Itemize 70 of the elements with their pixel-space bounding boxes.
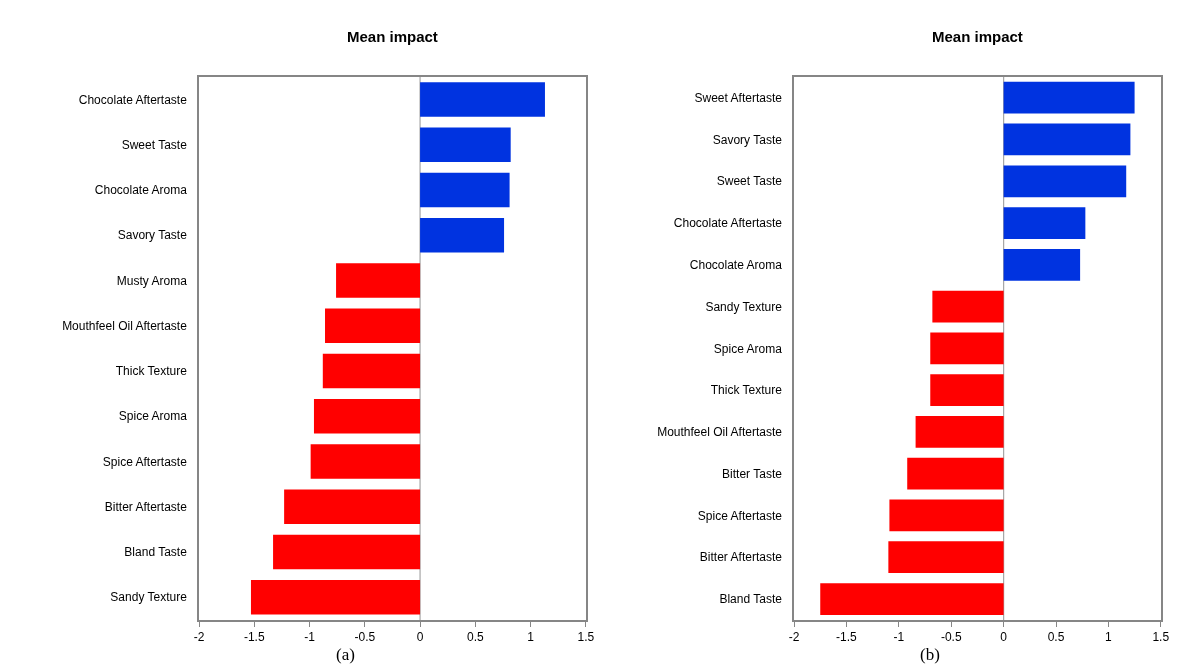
y-tick-label: Bitter Aftertaste: [699, 550, 783, 565]
bar: [420, 82, 545, 117]
bar: [420, 218, 505, 253]
x-tick-label: -1.5: [243, 630, 265, 645]
y-tick-label: Bitter Taste: [722, 466, 783, 481]
bar: [250, 580, 421, 615]
bar: [888, 541, 1004, 574]
y-tick-label: Sweet Taste: [121, 137, 188, 152]
y-tick-label: Spice Aroma: [118, 409, 188, 424]
y-tick-label: Thick Texture: [710, 383, 783, 398]
bar: [322, 353, 421, 389]
bar: [889, 499, 1004, 532]
y-tick-label: Spice Aftertaste: [697, 508, 783, 523]
bar: [325, 308, 421, 343]
bar: [284, 489, 421, 524]
bar: [930, 374, 1004, 407]
y-tick-label: Chocolate Aroma: [94, 183, 188, 198]
x-tick-label: 1: [1105, 630, 1113, 645]
y-tick-label: Chocolate Aftertaste: [78, 92, 188, 107]
y-tick-label: Sweet Aftertaste: [694, 90, 783, 105]
text: (b): [920, 645, 940, 664]
x-tick-label: -0.5: [354, 630, 376, 645]
bar: [932, 290, 1004, 323]
bar: [420, 172, 510, 208]
bar: [820, 583, 1004, 615]
bar: [273, 534, 421, 570]
x-tick-label: 0.5: [466, 630, 484, 645]
x-tick-label: 0: [1000, 630, 1008, 645]
bar: [1003, 207, 1086, 239]
bar: [915, 416, 1004, 448]
chart-title: Mean impact: [347, 28, 438, 45]
y-tick-label: Bland Taste: [719, 592, 783, 607]
bar: [336, 263, 421, 298]
y-tick-label: Spice Aftertaste: [102, 454, 188, 469]
bar: [310, 444, 421, 479]
y-tick-label: Savory Taste: [712, 132, 783, 147]
y-tick-label: Bitter Aftertaste: [104, 499, 188, 514]
text: (a): [336, 645, 355, 664]
chart-title: Mean impact: [932, 28, 1023, 45]
x-tick-label: 1.5: [1152, 630, 1170, 645]
y-tick-label: Bland Taste: [124, 545, 188, 560]
x-tick-label: -0.5: [940, 630, 962, 645]
bar: [313, 399, 421, 434]
x-tick-label: -2: [193, 630, 205, 645]
bar: [930, 332, 1004, 365]
x-tick-label: -1.5: [836, 630, 858, 645]
y-tick-label: Savory Taste: [117, 228, 188, 243]
y-tick-label: Chocolate Aroma: [689, 258, 783, 273]
x-tick-label: 1: [527, 630, 535, 645]
bar: [1003, 123, 1131, 156]
x-tick-label: -1: [893, 630, 905, 645]
x-tick-label: -1: [304, 630, 316, 645]
x-tick-label: 1.5: [577, 630, 595, 645]
bar: [1003, 248, 1081, 281]
bar: [1003, 165, 1127, 198]
y-tick-label: Chocolate Aftertaste: [673, 216, 783, 231]
x-tick-label: 0.5: [1047, 630, 1065, 645]
bar: [1003, 81, 1135, 114]
y-tick-label: Sweet Taste: [716, 174, 783, 189]
y-tick-label: Sandy Texture: [110, 590, 188, 605]
bar: [420, 127, 511, 162]
y-tick-label: Thick Texture: [115, 364, 188, 379]
x-tick-label: -2: [788, 630, 800, 645]
y-tick-label: Mouthfeel Oil Aftertaste: [657, 425, 783, 440]
bar: [907, 457, 1004, 490]
x-tick-label: 0: [416, 630, 424, 645]
y-tick-label: Sandy Texture: [705, 299, 783, 314]
y-tick-label: Musty Aroma: [116, 273, 188, 288]
y-tick-label: Spice Aroma: [713, 341, 783, 356]
y-tick-label: Mouthfeel Oil Aftertaste: [62, 318, 188, 333]
